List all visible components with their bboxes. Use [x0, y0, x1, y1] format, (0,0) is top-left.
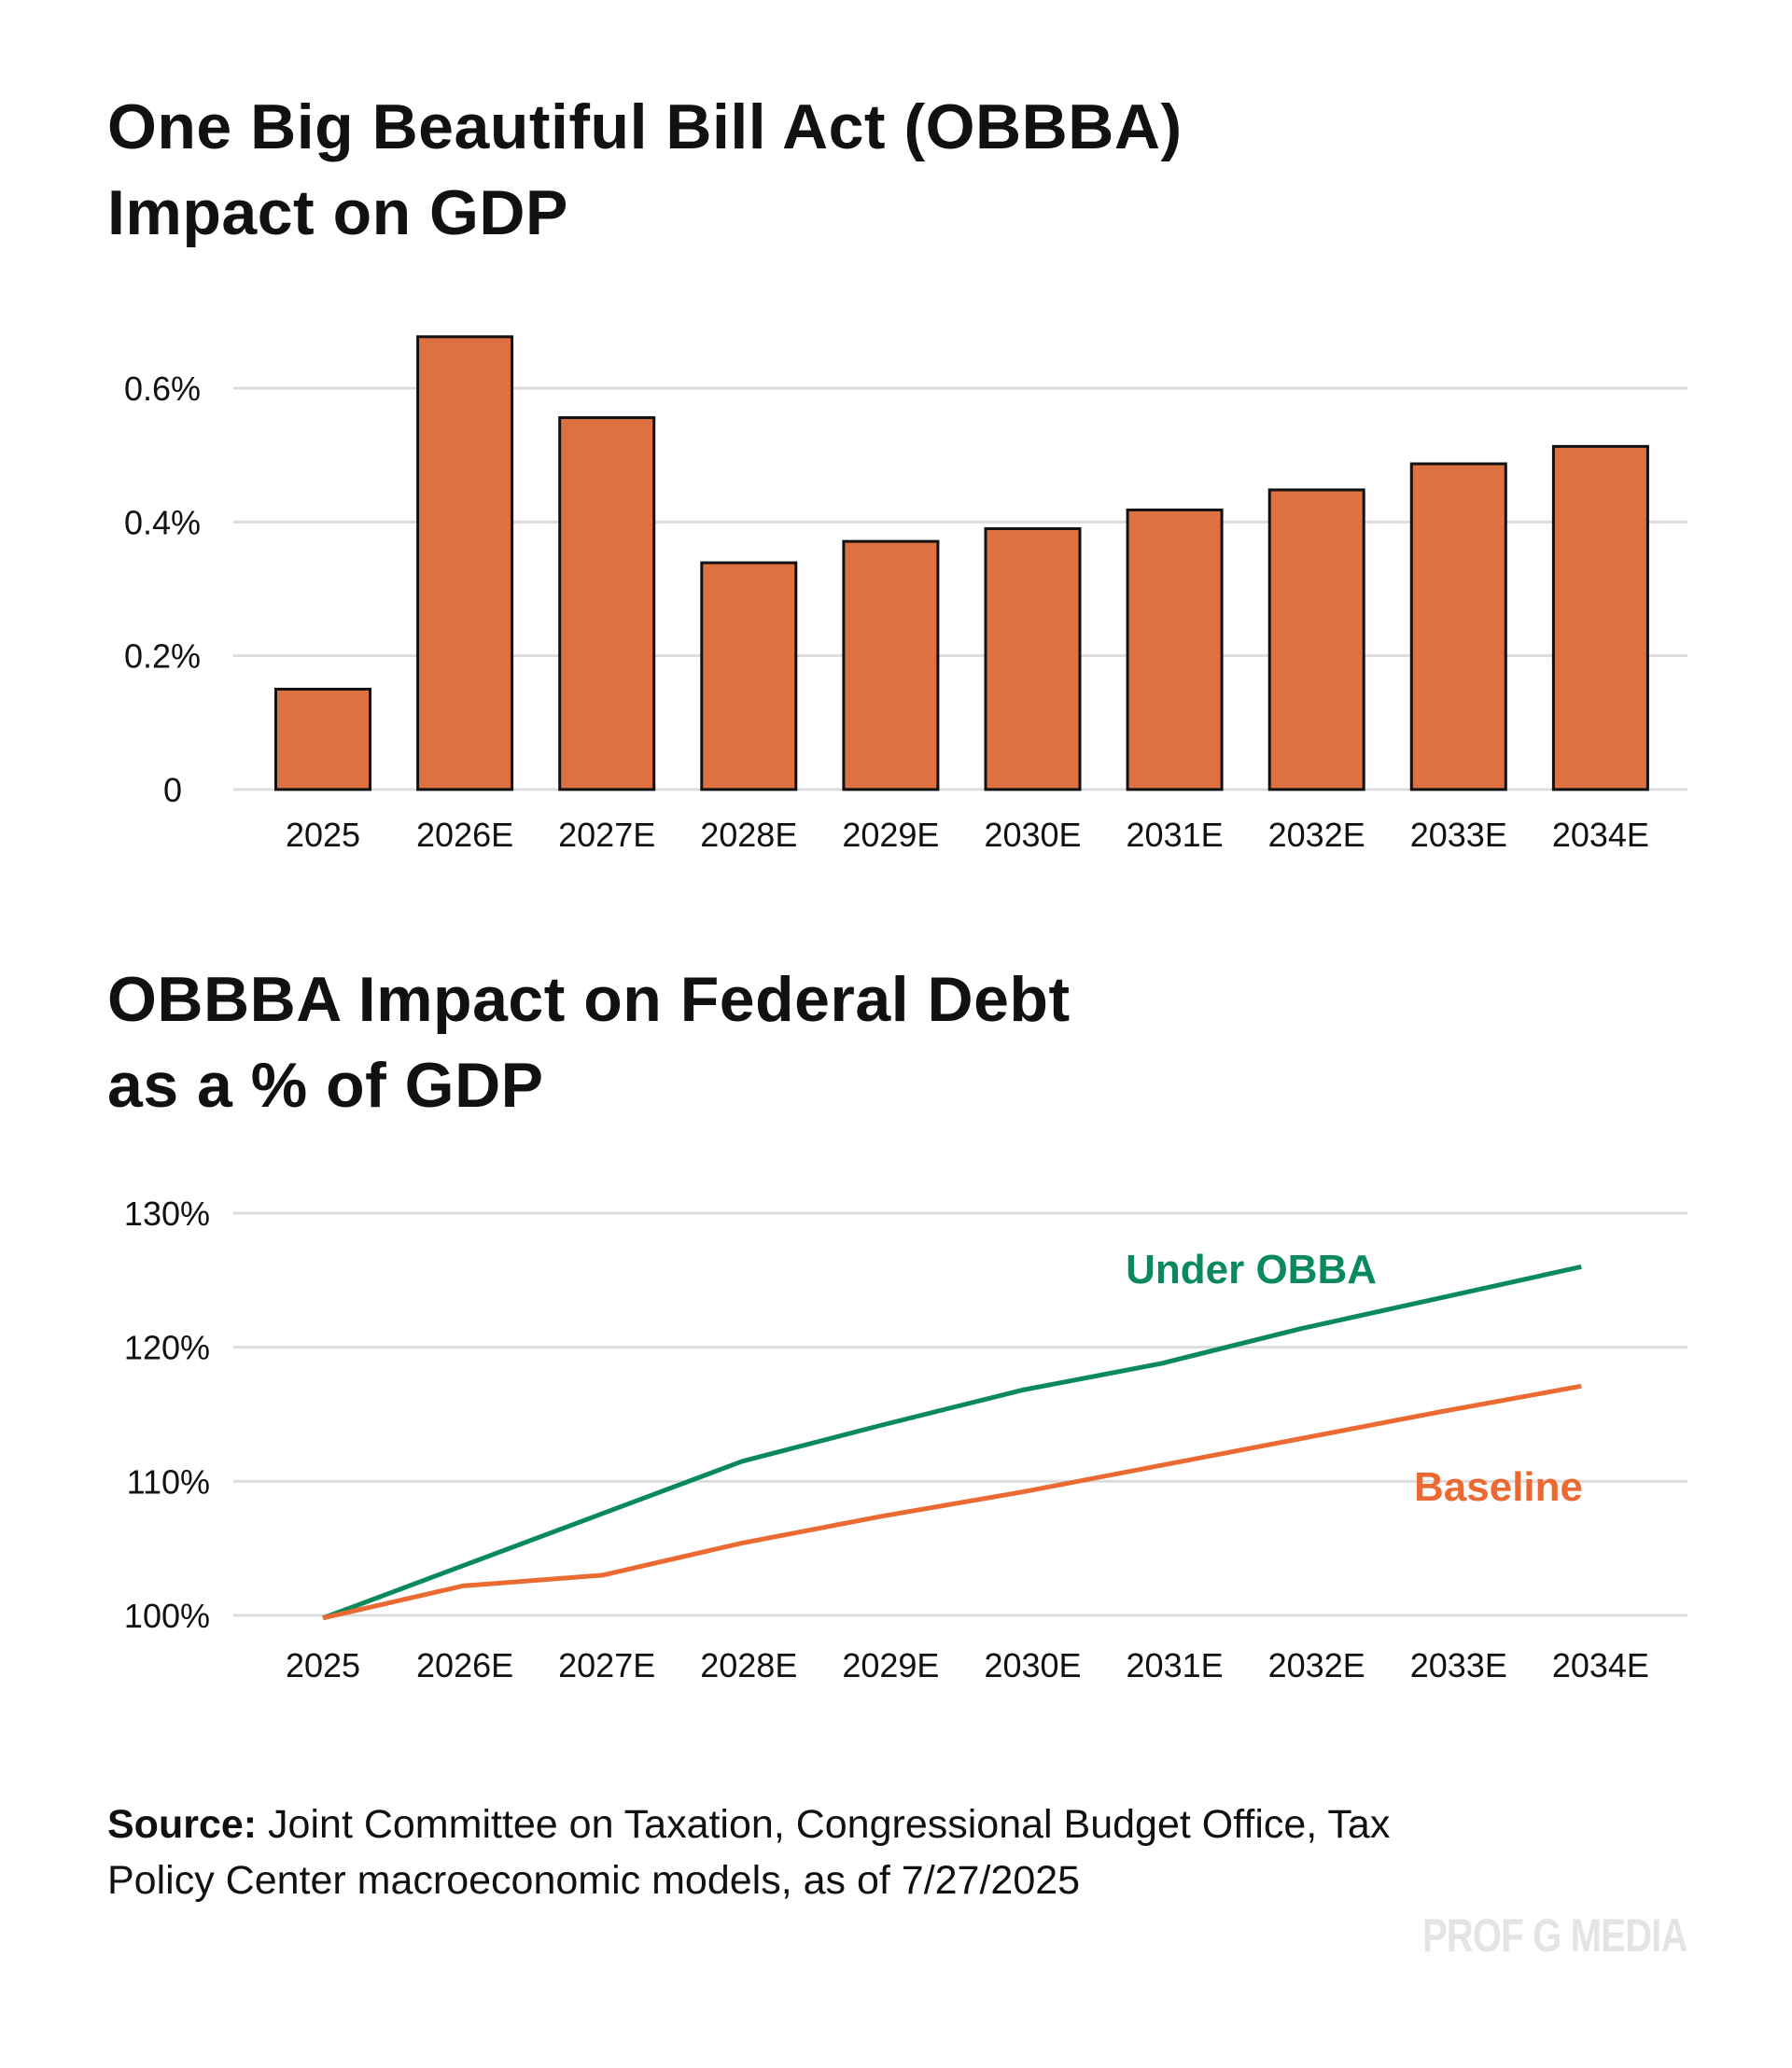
- y-tick-label: 120%: [124, 1329, 210, 1367]
- y-tick-label: 0.4%: [124, 503, 201, 541]
- bar-2028E: [700, 561, 798, 791]
- y-tick-label: 110%: [127, 1462, 210, 1501]
- x-tick-label: 2031E: [1127, 1646, 1224, 1684]
- bar-2032E: [1267, 488, 1365, 791]
- y-tick-label: 0: [163, 771, 182, 809]
- bar-2026E: [416, 335, 514, 791]
- bar-chart-title: One Big Beautiful Bill Act (OBBBA) Impact…: [107, 91, 1183, 248]
- x-tick-label: 2033E: [1410, 816, 1507, 854]
- watermark-logo: PROF G MEDIA: [1422, 1909, 1688, 1962]
- x-tick-label: 2030E: [984, 816, 1081, 854]
- bar-2027E: [558, 416, 656, 791]
- series-line-baseline: [322, 1383, 1582, 1621]
- x-tick-label: 2031E: [1127, 816, 1224, 854]
- x-tick-label: 2025: [286, 816, 360, 854]
- y-tick-label: 0.6%: [124, 370, 201, 408]
- x-tick-label: 2032E: [1268, 816, 1365, 854]
- series-label-under-obba: Under OBBA: [1126, 1247, 1377, 1292]
- line-chart-title: OBBBA Impact on Federal Debt as a % of GD…: [107, 964, 1071, 1121]
- series-label-baseline: Baseline: [1414, 1464, 1583, 1510]
- y-tick-label: 130%: [124, 1195, 210, 1233]
- y-tick-label: 0.2%: [124, 637, 201, 676]
- x-tick-label: 2026E: [416, 1646, 513, 1684]
- source-note: Source: Joint Committee on Taxation, Con…: [107, 1796, 1461, 1908]
- x-tick-label: 2029E: [842, 1646, 939, 1684]
- x-tick-label: 2027E: [558, 816, 655, 854]
- x-tick-label: 2033E: [1410, 1646, 1507, 1684]
- bar-2029E: [842, 539, 940, 791]
- series-line-under-obba: [322, 1265, 1582, 1621]
- bar-2031E: [1126, 508, 1224, 791]
- x-tick-label: 2028E: [700, 816, 797, 854]
- x-tick-label: 2028E: [700, 1646, 797, 1684]
- bar-2025: [274, 688, 371, 791]
- x-tick-label: 2032E: [1268, 1646, 1365, 1684]
- bar-2030E: [984, 527, 1082, 791]
- source-text: Joint Committee on Taxation, Congression…: [107, 1802, 1391, 1903]
- y-tick-label: 100%: [124, 1597, 210, 1635]
- bar-2033E: [1409, 462, 1507, 791]
- x-tick-label: 2029E: [842, 816, 939, 854]
- bar-2034E: [1551, 444, 1649, 791]
- x-tick-label: 2027E: [558, 1646, 655, 1684]
- x-tick-label: 2034E: [1552, 816, 1649, 854]
- source-label: Source:: [107, 1802, 258, 1847]
- x-tick-label: 2030E: [984, 1646, 1081, 1684]
- x-tick-label: 2026E: [416, 816, 513, 854]
- x-tick-label: 2034E: [1552, 1646, 1649, 1684]
- x-tick-label: 2025: [286, 1646, 360, 1684]
